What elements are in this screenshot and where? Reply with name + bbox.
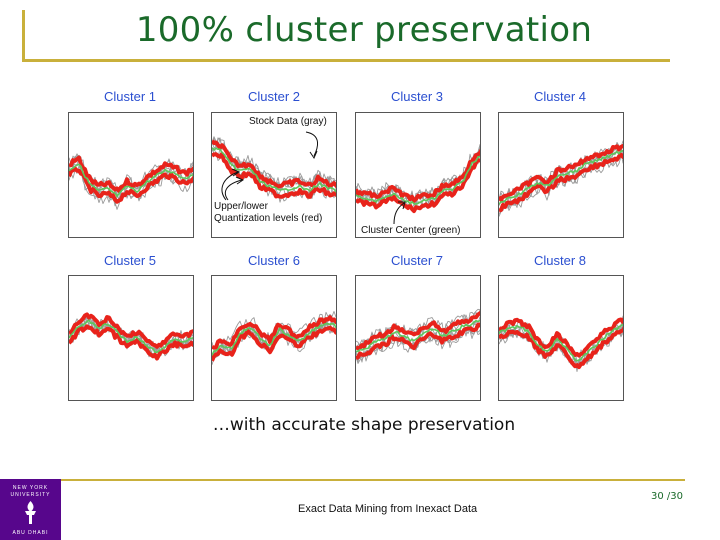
cluster-label-4: Cluster 4 bbox=[533, 89, 587, 104]
cluster-plot-8 bbox=[499, 315, 623, 372]
page-number: 30 /30 bbox=[651, 491, 683, 502]
cluster-panel-4 bbox=[498, 112, 624, 238]
upper-quantization-level bbox=[69, 155, 193, 193]
cluster-label-5: Cluster 5 bbox=[103, 253, 157, 268]
title-accent-vertical bbox=[22, 10, 25, 62]
cluster-plot-3 bbox=[356, 143, 480, 214]
annotation-quantization-line1: Upper/lower bbox=[214, 201, 268, 212]
cluster-label-3: Cluster 3 bbox=[390, 89, 444, 104]
slide-title: 100% cluster preservation bbox=[135, 10, 593, 50]
cluster-panel-3 bbox=[355, 112, 481, 238]
title-accent-horizontal bbox=[22, 59, 670, 62]
annotation-cluster-center: Cluster Center (green) bbox=[361, 225, 461, 236]
cluster-label-1: Cluster 1 bbox=[103, 89, 157, 104]
cluster-center-line bbox=[212, 322, 336, 356]
annotation-stock-data: Stock Data (gray) bbox=[249, 116, 327, 128]
cluster-label-7: Cluster 7 bbox=[390, 253, 444, 268]
cluster-panel-5 bbox=[68, 275, 194, 401]
cluster-center-line bbox=[69, 163, 193, 198]
lower-quantization-level bbox=[69, 166, 193, 204]
cluster-center-line bbox=[212, 147, 336, 193]
upper-quantization-level bbox=[212, 315, 336, 350]
cluster-plot-1 bbox=[69, 153, 193, 210]
lower-quantization-level bbox=[212, 325, 336, 362]
cluster-plot-7 bbox=[356, 308, 480, 364]
cluster-center-line bbox=[356, 154, 480, 205]
cluster-panel-7 bbox=[355, 275, 481, 401]
logo-line1: NEW YORK bbox=[12, 485, 49, 491]
stock-trace bbox=[356, 308, 480, 348]
logo-line2: UNIVERSITY bbox=[10, 492, 51, 498]
upper-quantization-level bbox=[212, 139, 336, 189]
cluster-panel-6 bbox=[211, 275, 337, 401]
cluster-plot-2 bbox=[212, 136, 336, 203]
lower-quantization-level bbox=[499, 152, 623, 213]
footer-accent-line bbox=[60, 479, 685, 481]
upper-quantization-level bbox=[356, 311, 480, 351]
cluster-center-line bbox=[499, 150, 623, 205]
cluster-center-line bbox=[499, 323, 623, 362]
cluster-center-line bbox=[69, 319, 193, 353]
upper-quantization-level bbox=[69, 312, 193, 349]
torch-icon bbox=[25, 501, 36, 524]
cluster-panel-8 bbox=[498, 275, 624, 401]
upper-quantization-level bbox=[499, 316, 623, 358]
lower-quantization-level bbox=[356, 321, 480, 360]
lower-quantization-level bbox=[499, 326, 623, 370]
nyu-abu-dhabi-logo: NEW YORK UNIVERSITY ABU DHABI bbox=[0, 479, 61, 540]
annotation-quantization-line2: Quantization levels (red) bbox=[214, 213, 323, 224]
lower-quantization-level bbox=[69, 324, 193, 361]
cluster-label-2: Cluster 2 bbox=[247, 89, 301, 104]
footer-text: Exact Data Mining from Inexact Data bbox=[298, 503, 478, 515]
logo-line3: ABU DHABI bbox=[12, 530, 49, 536]
slide-subtitle: …with accurate shape preservation bbox=[212, 415, 516, 435]
lower-quantization-level bbox=[356, 158, 480, 214]
cluster-center-line bbox=[356, 319, 480, 353]
cluster-figure: Cluster 1 Cluster 2 Cluster 3 Cluster 4 … bbox=[60, 80, 635, 407]
cluster-plot-5 bbox=[69, 312, 193, 361]
cluster-plot-6 bbox=[212, 310, 336, 365]
cluster-plot-4 bbox=[499, 140, 623, 217]
cluster-label-6: Cluster 6 bbox=[247, 253, 301, 268]
upper-quantization-level bbox=[356, 148, 480, 203]
upper-quantization-level bbox=[499, 143, 623, 202]
cluster-label-8: Cluster 8 bbox=[533, 253, 587, 268]
cluster-panel-1 bbox=[68, 112, 194, 238]
